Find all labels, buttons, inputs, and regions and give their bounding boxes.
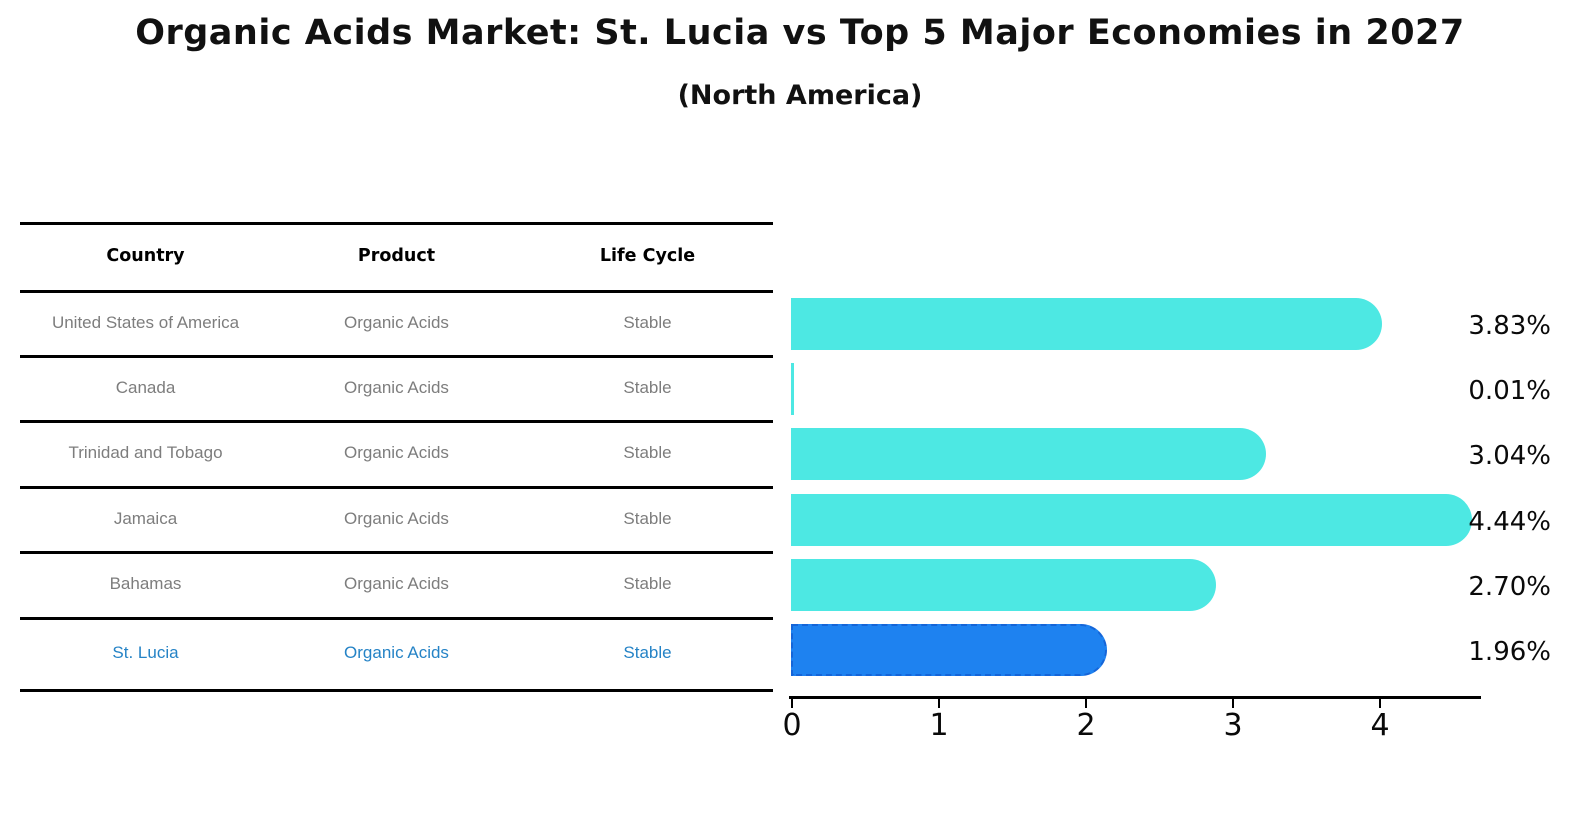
- x-axis-tick-label: 4: [1370, 708, 1390, 743]
- x-axis-tick: [1378, 699, 1382, 708]
- table-rule: [20, 222, 773, 225]
- table-rule: [20, 486, 773, 489]
- table-header-product: Product: [357, 246, 436, 266]
- cell-product: Organic Acids: [344, 643, 449, 662]
- table-rule: [20, 617, 773, 620]
- cell-country: Jamaica: [113, 508, 178, 528]
- cell-life-cycle: Stable: [623, 508, 672, 528]
- cell-life-cycle: Stable: [623, 443, 672, 462]
- cell-life-cycle: Stable: [623, 377, 672, 397]
- table-row: St. Lucia Organic Acids Stable: [20, 617, 773, 689]
- cell-country: Trinidad and Tobago: [68, 443, 223, 462]
- cell-product: Organic Acids: [344, 443, 449, 462]
- cell-life-cycle: Stable: [623, 312, 672, 332]
- x-axis-tick-label: 0: [782, 708, 802, 743]
- bar-st-lucia: [791, 624, 1108, 676]
- cell-life-cycle: Stable: [623, 574, 672, 593]
- bar-value-label: 2.70%: [1468, 571, 1551, 602]
- page-title: Organic Acids Market: St. Lucia vs Top 5…: [135, 13, 1465, 53]
- cell-country: St. Lucia: [112, 643, 179, 662]
- table-row: Canada Organic Acids Stable: [20, 355, 773, 420]
- x-axis-tick-label: 3: [1223, 708, 1243, 743]
- bar-jamaica: [791, 493, 1472, 546]
- x-axis-tick: [790, 699, 794, 708]
- bar-trinidad-and-tobago: [791, 428, 1266, 481]
- bar-canada: [791, 363, 794, 416]
- cell-product: Organic Acids: [344, 312, 449, 332]
- table-header-country: Country: [106, 246, 185, 266]
- x-axis-tick: [1084, 699, 1088, 708]
- table-rule: [20, 420, 773, 423]
- table-header-row: Country Product Life Cycle: [20, 222, 773, 290]
- bar-value-label: 0.01%: [1468, 376, 1551, 407]
- x-axis-tick: [1231, 699, 1235, 708]
- table-rule: [20, 355, 773, 358]
- table-row: Trinidad and Tobago Organic Acids Stable: [20, 420, 773, 486]
- table-row: United States of America Organic Acids S…: [20, 290, 773, 355]
- table-rule: [20, 290, 773, 293]
- bar-united-states: [791, 298, 1382, 350]
- cell-country: Bahamas: [109, 574, 182, 593]
- cell-product: Organic Acids: [344, 377, 449, 397]
- bar-value-label: 1.96%: [1468, 637, 1551, 667]
- page-subtitle: (North America): [677, 80, 923, 111]
- cell-life-cycle: Stable: [623, 643, 672, 662]
- x-axis-tick: [937, 699, 941, 708]
- table-header-life-cycle: Life Cycle: [599, 246, 696, 266]
- bar-value-label: 3.83%: [1468, 311, 1551, 341]
- cell-country: Canada: [115, 377, 176, 397]
- x-axis-tick-label: 2: [1076, 708, 1096, 743]
- bar-value-label: 3.04%: [1468, 441, 1551, 472]
- bar-bahamas: [791, 558, 1216, 611]
- table-row: Jamaica Organic Acids Stable: [20, 486, 773, 551]
- cell-product: Organic Acids: [344, 574, 449, 593]
- bar-value-label: 4.44%: [1468, 506, 1551, 537]
- table-rule: [20, 551, 773, 554]
- table-row: Bahamas Organic Acids Stable: [20, 551, 773, 617]
- table-rule: [20, 689, 773, 692]
- cell-product: Organic Acids: [344, 508, 449, 528]
- x-axis-line: [789, 696, 1481, 699]
- x-axis-tick-label: 1: [929, 708, 949, 743]
- cell-country: United States of America: [51, 312, 240, 332]
